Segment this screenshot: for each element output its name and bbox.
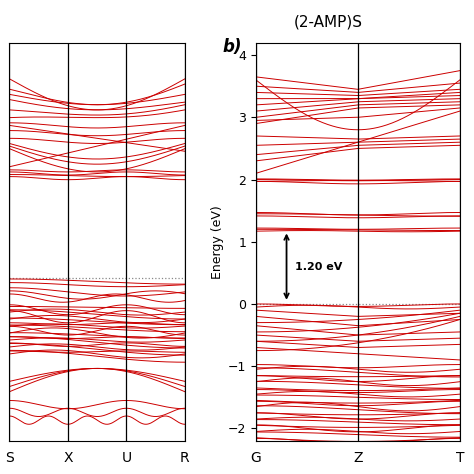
Text: (2-AMP)S: (2-AMP)S [294, 14, 363, 29]
Y-axis label: Energy (eV): Energy (eV) [211, 205, 224, 279]
Text: b): b) [223, 38, 242, 56]
Text: 1.20 eV: 1.20 eV [295, 262, 342, 272]
